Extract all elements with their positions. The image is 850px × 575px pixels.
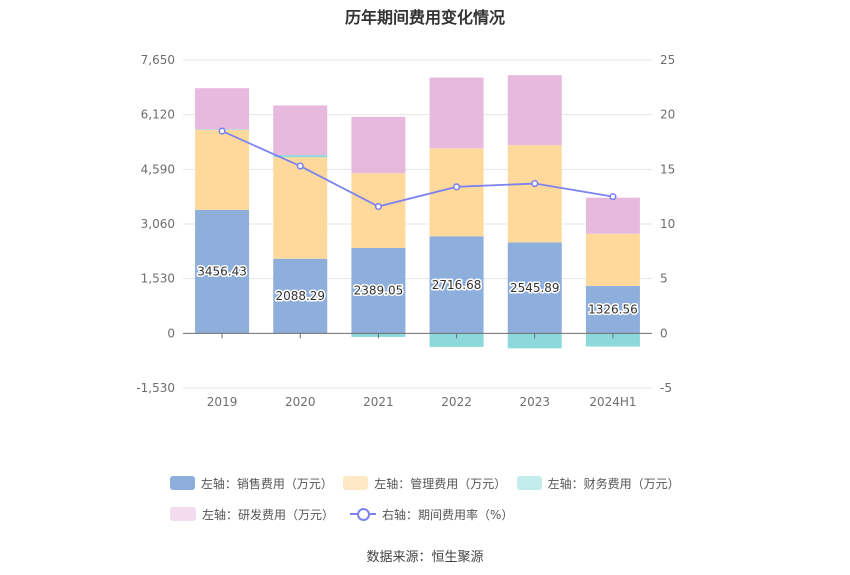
left-axis-tick-label: 1,530 xyxy=(141,272,175,286)
legend-label-rd: 左轴：研发费用（万元） xyxy=(202,507,335,522)
legend-label-finance: 左轴：财务费用（万元） xyxy=(547,476,680,491)
bar-segment xyxy=(273,105,328,156)
right-axis-tick-label: -5 xyxy=(660,381,672,395)
legend-item-finance[interactable]: 左轴：财务费用（万元） xyxy=(516,474,680,492)
bar-segment xyxy=(273,258,328,334)
right-axis-tick-label: 10 xyxy=(660,217,675,231)
legend-label-admin: 左轴：管理费用（万元） xyxy=(374,476,507,491)
bar-segment xyxy=(195,129,250,210)
grid-layer xyxy=(183,59,652,389)
bar-segment xyxy=(195,88,250,130)
bar-layer xyxy=(195,75,640,349)
bar-segment xyxy=(585,285,640,334)
rate-point xyxy=(609,193,617,201)
left-axis-tick-label: 0 xyxy=(167,326,175,340)
legend-swatch-admin xyxy=(343,476,369,490)
bar-segment xyxy=(585,197,640,234)
right-axis-tick-label: 15 xyxy=(660,162,675,176)
bar-segment xyxy=(351,247,406,334)
legend-line-icon xyxy=(350,507,377,521)
x-axis-category-label: 2019 xyxy=(207,395,238,409)
x-axis-category-label: 2024H1 xyxy=(589,395,636,409)
source-note: 数据来源：恒生聚源 xyxy=(366,550,484,565)
right-axis-tick-label: 25 xyxy=(660,53,675,67)
right-axis-tick-label: 20 xyxy=(660,108,675,122)
bar-segment xyxy=(585,333,640,347)
rate-point xyxy=(374,202,383,211)
left-axis-tick-label: -1,530 xyxy=(136,381,175,395)
bar-segment xyxy=(507,333,562,349)
line-layer xyxy=(218,127,617,211)
bar-segment xyxy=(507,75,562,146)
legend-item-rate[interactable]: 右轴：期间费用率（%） xyxy=(350,505,513,523)
rate-line xyxy=(221,130,614,208)
sales-data-label: 2716.68 xyxy=(432,278,482,292)
sales-data-label: 2088.29 xyxy=(275,289,325,303)
legend-label-rate: 右轴：期间费用率（%） xyxy=(382,507,514,522)
sales-data-label: 3456.43 xyxy=(197,265,247,279)
x-axis-category-label: 2023 xyxy=(519,395,550,409)
bar-segment xyxy=(507,145,562,243)
legend: 左轴：销售费用（万元） 左轴：管理费用（万元） 左轴：财务费用（万元） 左轴：研… xyxy=(170,474,690,536)
x-axis-category-label: 2020 xyxy=(285,395,316,409)
rate-point xyxy=(296,162,304,170)
bar-segment xyxy=(351,116,406,174)
chart-canvas: 7,650 6,120 4,590 3,060 1,530 0 -1,530 25 20 15 10… xyxy=(136,53,675,409)
bar-segment xyxy=(507,242,562,334)
bar-segment xyxy=(351,173,406,248)
legend-label-sales: 左轴：销售费用（万元） xyxy=(200,476,333,491)
legend-item-admin[interactable]: 左轴：管理费用（万元） xyxy=(343,474,507,492)
bar-segment xyxy=(429,236,484,334)
legend-swatch-finance xyxy=(516,476,542,490)
x-axis-category-label: 2022 xyxy=(441,395,472,409)
legend-swatch-rd xyxy=(170,507,196,521)
left-axis-tick-label: 7,650 xyxy=(141,53,175,67)
rate-point xyxy=(531,179,539,188)
bar-segment xyxy=(429,148,484,237)
bar-segment xyxy=(429,77,484,149)
label-layer: 3456.43 2088.29 2389.05 2716.68 2545.89 1326.… xyxy=(196,263,639,318)
right-axis-tick-label: 0 xyxy=(660,326,668,340)
x-axis-category-label: 2021 xyxy=(363,395,394,409)
bar-segment xyxy=(273,157,328,259)
left-axis-tick-label: 3,060 xyxy=(141,217,175,231)
right-axis-tick-label: 5 xyxy=(660,272,668,286)
left-axis-tick-label: 4,590 xyxy=(141,162,175,176)
bar-segment xyxy=(195,209,250,334)
chart-title: 历年期间费用变化情况 xyxy=(344,8,505,27)
legend-item-rd[interactable]: 左轴：研发费用（万元） xyxy=(170,505,334,523)
axis-layer: 7,650 6,120 4,590 3,060 1,530 0 -1,530 25 20 15 10… xyxy=(136,53,675,409)
sales-data-label: 1326.56 xyxy=(588,303,638,317)
legend-swatch-sales xyxy=(170,476,195,490)
left-axis-tick-label: 6,120 xyxy=(141,108,175,122)
bar-segment xyxy=(273,155,328,158)
sales-data-label: 2389.05 xyxy=(354,284,404,298)
rate-point xyxy=(452,183,461,191)
sales-data-label: 2545.89 xyxy=(510,281,560,295)
legend-item-sales[interactable]: 左轴：销售费用（万元） xyxy=(170,474,333,492)
bar-segment xyxy=(585,233,640,286)
bar-segment xyxy=(429,333,484,347)
rate-point xyxy=(218,127,226,135)
